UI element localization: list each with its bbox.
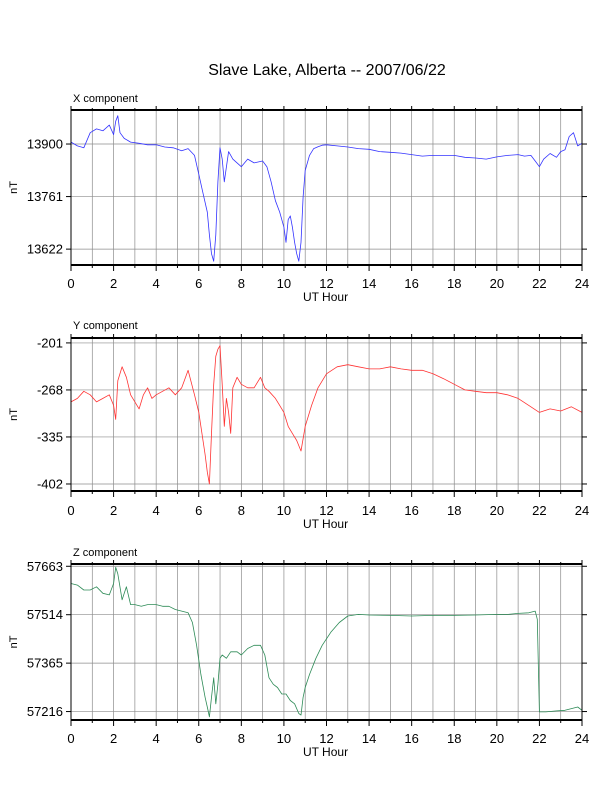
- z-component-x-tick-label: 8: [238, 731, 245, 746]
- y-component-x-axis-label: UT Hour: [303, 517, 348, 531]
- y-component-y-tick-label: -268: [37, 382, 63, 397]
- y-component-x-tick-label: 2: [110, 503, 117, 518]
- z-component-x-tick-label: 6: [195, 731, 202, 746]
- y-component-x-tick-label: 12: [319, 503, 333, 518]
- y-component-x-tick-label: 6: [195, 503, 202, 518]
- z-component-x-tick-label: 14: [362, 731, 376, 746]
- y-component-x-tick-label: 8: [238, 503, 245, 518]
- z-component-x-tick-label: 24: [575, 731, 589, 746]
- x-component-y-tick-label: 13622: [27, 242, 63, 257]
- x-component-subtitle: X component: [73, 93, 138, 105]
- y-component-y-tick-label: -402: [37, 476, 63, 491]
- z-component-x-tick-label: 0: [67, 731, 74, 746]
- y-component-x-tick-label: 4: [153, 503, 160, 518]
- z-component-x-tick-label: 16: [404, 731, 418, 746]
- z-component-subtitle: Z component: [73, 547, 137, 559]
- y-component-x-tick-label: 14: [362, 503, 376, 518]
- x-component-y-axis-label: nT: [8, 181, 20, 194]
- x-component-x-tick-label: 16: [404, 276, 418, 291]
- y-component-y-tick-label: -335: [37, 429, 63, 444]
- y-component-x-tick-label: 22: [532, 503, 546, 518]
- x-component-series-line: [70, 115, 583, 262]
- z-component-panel: 0 2 4 6 8 10 12 14 16 18 20 22 245721657365575145766…: [8, 547, 589, 759]
- z-component-y-tick-label: 57663: [27, 559, 63, 574]
- z-component-x-tick-label: 12: [319, 731, 333, 746]
- y-component-series-line: [70, 345, 583, 485]
- x-component-x-tick-label: 20: [490, 276, 504, 291]
- x-component-x-tick-label: 22: [532, 276, 546, 291]
- z-component-x-tick-label: 4: [153, 731, 160, 746]
- z-component-y-axis-label: nT: [8, 635, 20, 648]
- z-component-y-tick-label: 57514: [27, 607, 63, 622]
- x-component-x-tick-label: 14: [362, 276, 376, 291]
- x-component-x-tick-label: 6: [195, 276, 202, 291]
- y-component-x-tick-label: 0: [67, 503, 74, 518]
- x-component-x-tick-label: 10: [277, 276, 291, 291]
- y-component-x-tick-label: 18: [447, 503, 461, 518]
- x-component-x-tick-label: 24: [575, 276, 589, 291]
- x-component-x-tick-label: 18: [447, 276, 461, 291]
- y-component-x-tick-label: 24: [575, 503, 589, 518]
- y-component-x-tick-label: 16: [404, 503, 418, 518]
- x-component-x-tick-label: 2: [110, 276, 117, 291]
- z-component-y-tick-label: 57365: [27, 656, 63, 671]
- y-component-y-tick-label: -201: [37, 335, 63, 350]
- x-component-x-axis-label: UT Hour: [303, 290, 348, 304]
- z-component-x-tick-label: 18: [447, 731, 461, 746]
- x-component-y-tick-label: 13761: [27, 189, 63, 204]
- figure-title: Slave Lake, Alberta -- 2007/06/22: [208, 62, 446, 79]
- x-component-y-tick-label: 13900: [27, 137, 63, 152]
- y-component-x-tick-label: 20: [490, 503, 504, 518]
- z-component-y-tick-label: 57216: [27, 704, 63, 719]
- x-component-x-tick-label: 8: [238, 276, 245, 291]
- x-component-x-tick-label: 12: [319, 276, 333, 291]
- z-component-x-tick-label: 2: [110, 731, 117, 746]
- x-component-x-tick-label: 0: [67, 276, 74, 291]
- z-component-x-tick-label: 22: [532, 731, 546, 746]
- x-component-x-tick-label: 4: [153, 276, 160, 291]
- z-component-x-axis-label: UT Hour: [303, 745, 348, 759]
- z-component-series-line: [70, 566, 583, 718]
- z-component-x-tick-label: 20: [490, 731, 504, 746]
- y-component-subtitle: Y component: [73, 320, 138, 332]
- y-component-y-axis-label: nT: [8, 408, 20, 421]
- y-component-x-tick-label: 10: [277, 503, 291, 518]
- z-component-x-tick-label: 10: [277, 731, 291, 746]
